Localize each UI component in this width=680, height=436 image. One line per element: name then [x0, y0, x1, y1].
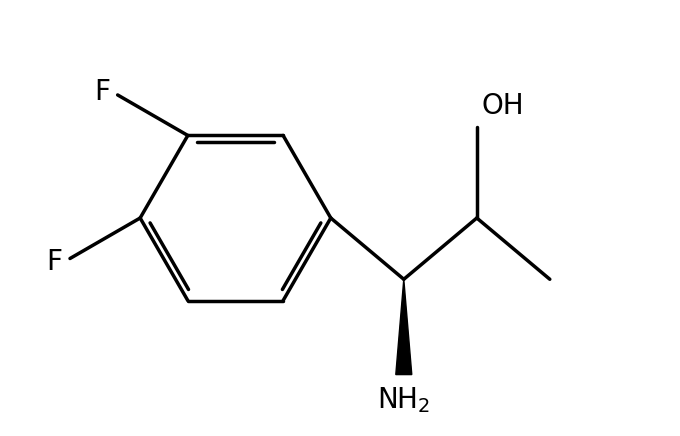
Text: F: F — [47, 248, 63, 276]
Text: F: F — [95, 78, 110, 106]
Text: OH: OH — [481, 92, 524, 120]
Text: NH$_2$: NH$_2$ — [377, 386, 430, 416]
Polygon shape — [396, 279, 412, 375]
